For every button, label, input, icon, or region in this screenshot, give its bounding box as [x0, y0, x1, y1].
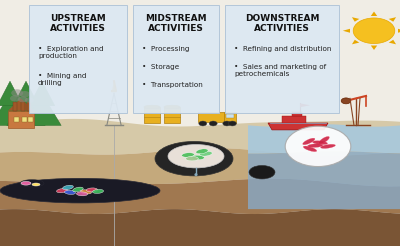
- Polygon shape: [112, 81, 116, 92]
- Circle shape: [199, 121, 207, 126]
- Ellipse shape: [86, 188, 98, 192]
- Bar: [27, 102, 31, 111]
- Bar: [28, 117, 33, 122]
- Circle shape: [341, 98, 351, 104]
- Ellipse shape: [76, 192, 88, 196]
- Ellipse shape: [92, 189, 104, 193]
- Polygon shape: [398, 29, 400, 33]
- Bar: [292, 112, 302, 116]
- Ellipse shape: [20, 180, 44, 187]
- Ellipse shape: [249, 165, 275, 179]
- Polygon shape: [268, 123, 328, 130]
- Ellipse shape: [168, 144, 224, 168]
- Ellipse shape: [32, 183, 40, 186]
- Polygon shape: [248, 124, 400, 154]
- Ellipse shape: [321, 144, 335, 148]
- Polygon shape: [0, 209, 400, 246]
- Polygon shape: [343, 29, 350, 33]
- FancyBboxPatch shape: [225, 5, 339, 113]
- FancyBboxPatch shape: [164, 107, 180, 123]
- Bar: [282, 116, 306, 123]
- Circle shape: [25, 97, 34, 103]
- Ellipse shape: [303, 138, 315, 145]
- Circle shape: [10, 95, 20, 102]
- Text: UPSTREAM
ACTIVITIES: UPSTREAM ACTIVITIES: [50, 14, 106, 32]
- Text: •  Processing: • Processing: [142, 46, 190, 51]
- Bar: [13, 102, 17, 111]
- Bar: [8, 111, 34, 128]
- Ellipse shape: [0, 178, 160, 203]
- FancyBboxPatch shape: [29, 5, 127, 113]
- Ellipse shape: [155, 141, 233, 176]
- FancyBboxPatch shape: [224, 112, 236, 123]
- Ellipse shape: [182, 153, 194, 157]
- Ellipse shape: [73, 187, 83, 192]
- Polygon shape: [0, 148, 400, 186]
- Polygon shape: [352, 17, 359, 22]
- Text: •  Sales and marketing of
petrochemicals: • Sales and marketing of petrochemicals: [234, 64, 326, 77]
- Circle shape: [223, 121, 231, 126]
- Ellipse shape: [200, 151, 212, 156]
- Ellipse shape: [312, 141, 328, 145]
- Ellipse shape: [56, 188, 68, 193]
- Polygon shape: [371, 46, 377, 50]
- Polygon shape: [389, 40, 396, 44]
- Polygon shape: [371, 12, 377, 16]
- Ellipse shape: [63, 185, 73, 190]
- Ellipse shape: [308, 144, 323, 147]
- Circle shape: [11, 89, 23, 97]
- Circle shape: [228, 121, 236, 126]
- Ellipse shape: [192, 155, 204, 160]
- Circle shape: [285, 126, 351, 167]
- Polygon shape: [7, 93, 45, 125]
- Ellipse shape: [80, 190, 92, 194]
- FancyBboxPatch shape: [133, 5, 219, 113]
- Circle shape: [209, 121, 217, 126]
- Circle shape: [353, 18, 395, 44]
- Polygon shape: [13, 81, 39, 106]
- Bar: [14, 117, 19, 122]
- Text: DOWNSTREAM
ACTIVITIES: DOWNSTREAM ACTIVITIES: [245, 14, 319, 32]
- Text: •  Transportation: • Transportation: [142, 82, 203, 88]
- Text: •  Refining and distribution: • Refining and distribution: [234, 46, 331, 51]
- Polygon shape: [8, 98, 34, 111]
- Polygon shape: [0, 179, 400, 214]
- Circle shape: [18, 96, 28, 102]
- FancyBboxPatch shape: [144, 107, 160, 123]
- Text: MIDSTREAM
ACTIVITIES: MIDSTREAM ACTIVITIES: [145, 14, 207, 32]
- Ellipse shape: [196, 149, 208, 154]
- Ellipse shape: [64, 190, 76, 194]
- FancyBboxPatch shape: [198, 112, 224, 122]
- Bar: [21, 102, 25, 111]
- Polygon shape: [300, 103, 310, 107]
- Circle shape: [20, 91, 30, 97]
- Ellipse shape: [186, 156, 198, 161]
- Polygon shape: [23, 93, 61, 125]
- Ellipse shape: [194, 173, 198, 176]
- Polygon shape: [352, 40, 359, 44]
- Polygon shape: [0, 93, 29, 125]
- Polygon shape: [29, 81, 55, 106]
- Ellipse shape: [144, 105, 160, 109]
- Ellipse shape: [319, 137, 329, 144]
- Ellipse shape: [164, 105, 180, 109]
- FancyBboxPatch shape: [226, 114, 234, 118]
- Polygon shape: [389, 17, 396, 22]
- Text: •  Exploration and
production: • Exploration and production: [38, 46, 104, 59]
- Polygon shape: [0, 81, 23, 106]
- Bar: [22, 117, 27, 122]
- Text: •  Mining and
drilling: • Mining and drilling: [38, 73, 86, 86]
- Polygon shape: [248, 151, 400, 209]
- Ellipse shape: [21, 181, 31, 185]
- Ellipse shape: [303, 146, 317, 152]
- Polygon shape: [0, 119, 400, 156]
- Text: •  Storage: • Storage: [142, 64, 179, 70]
